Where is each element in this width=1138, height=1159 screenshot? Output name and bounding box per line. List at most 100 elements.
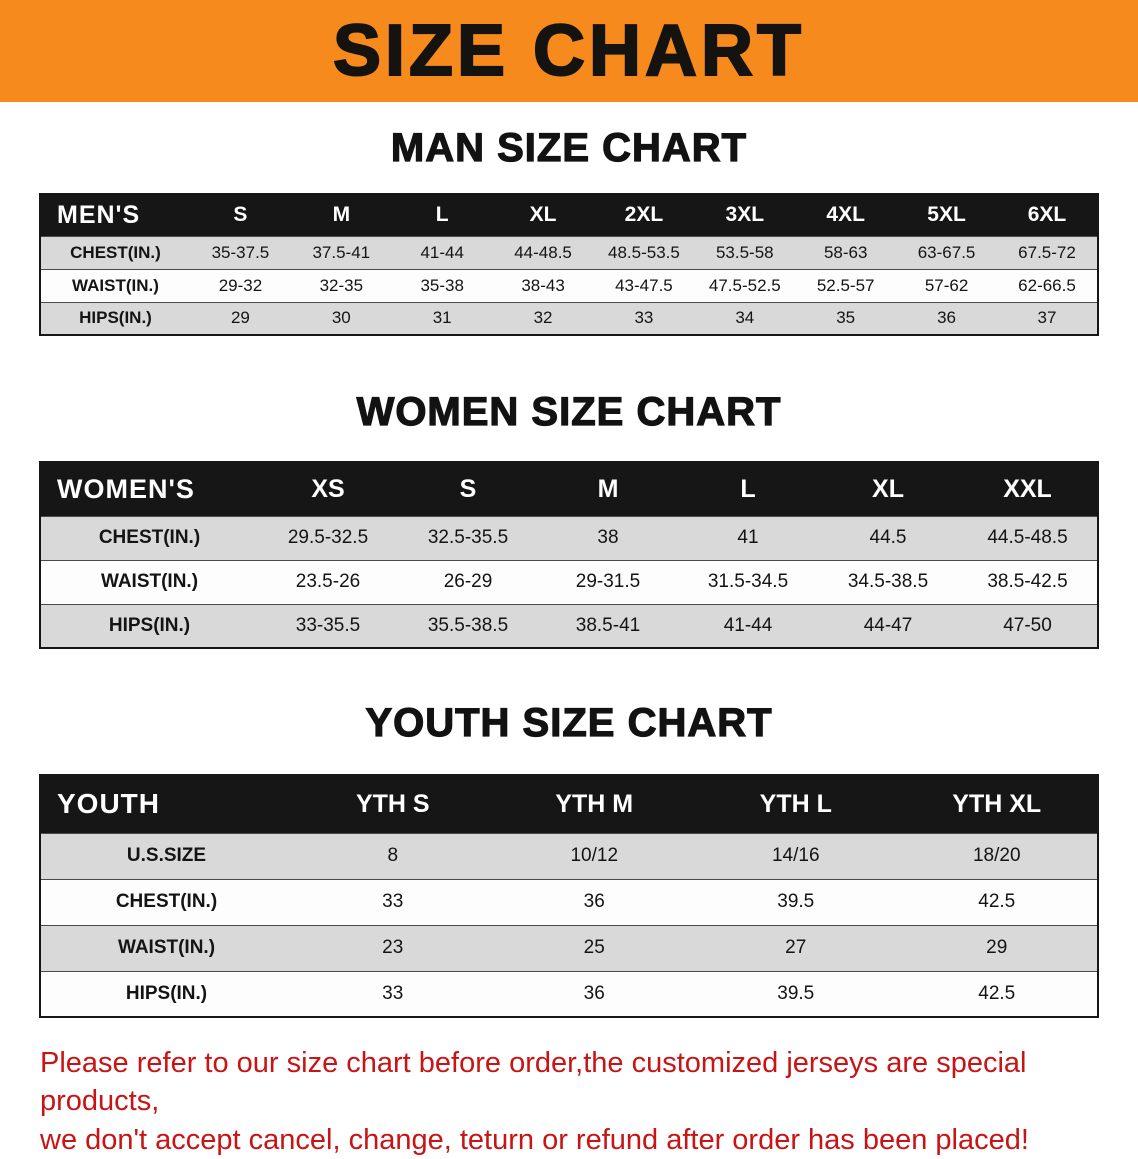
men-size-header-cell: S <box>190 194 291 236</box>
youth-table-row: WAIST(IN.) 23 25 27 29 <box>40 925 1098 971</box>
men-value-cell: 62-66.5 <box>1018 275 1076 295</box>
disclaimer: Please refer to our size chart before or… <box>40 1044 1100 1159</box>
youth-size-header-cell: YTH M <box>493 775 695 833</box>
men-section-heading: MAN SIZE CHART <box>390 125 748 170</box>
men-value-cell: 29-32 <box>218 275 263 295</box>
men-value-cell: 36 <box>937 308 957 328</box>
youth-table-body: U.S.SIZE 8 10/12 14/16 18/20 CHEST(IN.) 33 36 39… <box>40 833 1098 1017</box>
men-header-row: MEN'S S M L XL 2XL 3XL 4XL 5XL 6XL <box>40 194 1098 236</box>
men-table-row: WAIST(IN.) 29-32 32-35 35-38 38-43 43-47.5 47.… <box>40 269 1098 302</box>
women-section-heading: WOMEN SIZE CHART <box>356 389 782 434</box>
youth-value-cell: 33 <box>382 891 404 912</box>
youth-value-cell: 10/12 <box>570 845 619 866</box>
men-value-cell: 31 <box>432 308 452 328</box>
women-table-row: HIPS(IN.) 33-35.5 35.5-38.5 38.5-41 41-44 44-… <box>40 604 1098 648</box>
men-size-header-cell: 6XL <box>997 194 1098 236</box>
men-value-cell: 53.5-58 <box>715 242 774 262</box>
men-section: MAN SIZE CHART MEN'S S M L XL 2XL 3XL 4XL 5XL 6XL… <box>0 125 1138 336</box>
women-value-cell: 44.5-48.5 <box>987 527 1068 548</box>
men-size-header-cell: M <box>290 194 392 236</box>
women-size-table: WOMEN'S XS S M L XL XXL CHEST(IN.) 29.5-32.5 32.… <box>39 461 1099 649</box>
women-table-title-cell: WOMEN'S <box>40 462 258 516</box>
youth-value-cell: 36 <box>583 982 605 1004</box>
men-table-row: CHEST(IN.) 35-37.5 37.5-41 41-44 44-48.5 48.5… <box>40 236 1098 269</box>
youth-value-cell: 33 <box>382 982 404 1004</box>
women-size-header-cell: XS <box>258 462 398 516</box>
women-value-cell: 31.5-34.5 <box>707 571 789 592</box>
youth-table-row: HIPS(IN.) 33 36 39.5 42.5 <box>40 971 1098 1017</box>
youth-value-cell: 14/16 <box>771 845 820 866</box>
women-value-cell: 41-44 <box>723 614 773 636</box>
men-size-table: MEN'S S M L XL 2XL 3XL 4XL 5XL 6XL CHEST(IN.) 35-3… <box>39 193 1099 336</box>
women-value-cell: 38 <box>597 527 619 548</box>
youth-section-heading: YOUTH SIZE CHART <box>365 700 773 745</box>
men-row-label: CHEST(IN.) <box>70 242 161 262</box>
women-size-header-cell: L <box>678 462 818 516</box>
women-value-cell: 41 <box>737 527 759 548</box>
women-value-cell: 47-50 <box>1003 614 1052 636</box>
men-row-label: WAIST(IN.) <box>72 275 159 295</box>
women-value-cell: 38.5-41 <box>575 614 641 636</box>
men-value-cell: 29 <box>230 308 250 328</box>
women-section: WOMEN SIZE CHART WOMEN'S XS S M L XL XXL CHEST… <box>0 389 1138 649</box>
youth-value-cell: 39.5 <box>777 982 815 1004</box>
women-table-row: CHEST(IN.) 29.5-32.5 32.5-35.5 38 41 44.5 44.5… <box>40 516 1098 560</box>
women-value-cell: 33-35.5 <box>295 614 361 636</box>
youth-section: YOUTH SIZE CHART YOUTH YTH S YTH M YTH L YTH… <box>0 700 1138 1018</box>
men-value-cell: 37 <box>1037 308 1057 328</box>
men-value-cell: 30 <box>331 308 351 328</box>
women-table-row: WAIST(IN.) 23.5-26 26-29 29-31.5 31.5-34.5 34… <box>40 560 1098 604</box>
youth-table-row: U.S.SIZE 8 10/12 14/16 18/20 <box>40 833 1098 879</box>
men-value-cell: 67.5-72 <box>1018 242 1076 262</box>
youth-value-cell: 29 <box>986 937 1008 958</box>
women-value-cell: 32.5-35.5 <box>427 527 509 548</box>
men-value-cell: 35-38 <box>420 275 464 295</box>
women-value-cell: 26-29 <box>443 571 493 592</box>
men-value-cell: 43-47.5 <box>615 275 673 295</box>
youth-size-table: YOUTH YTH S YTH M YTH L YTH XL U.S.SIZE 8 10/1… <box>39 774 1099 1018</box>
men-row-label: HIPS(IN.) <box>79 308 152 328</box>
women-row-label: HIPS(IN.) <box>108 614 191 636</box>
women-value-cell: 23.5-26 <box>295 571 361 592</box>
men-value-cell: 52.5-57 <box>816 275 875 295</box>
men-value-cell: 35-37.5 <box>211 242 270 262</box>
men-value-cell: 37.5-41 <box>312 242 371 262</box>
women-row-label: CHEST(IN.) <box>98 527 201 548</box>
youth-value-cell: 23 <box>382 937 404 958</box>
women-size-header-cell: M <box>538 462 678 516</box>
women-value-cell: 29-31.5 <box>575 571 641 592</box>
women-size-header-cell: XXL <box>958 462 1098 516</box>
men-size-header-cell: 4XL <box>795 194 897 236</box>
men-value-cell: 33 <box>634 308 654 328</box>
youth-table-row: CHEST(IN.) 33 36 39.5 42.5 <box>40 879 1098 925</box>
youth-row-label: CHEST(IN.) <box>115 891 218 912</box>
men-value-cell: 57-62 <box>924 275 969 295</box>
youth-table-title-cell: YOUTH <box>40 775 292 833</box>
youth-size-header-cell: YTH L <box>695 775 897 833</box>
women-table-body: CHEST(IN.) 29.5-32.5 32.5-35.5 38 41 44.5 44.5… <box>40 516 1098 648</box>
men-value-cell: 32-35 <box>319 275 364 295</box>
youth-row-label: WAIST(IN.) <box>117 937 216 958</box>
banner-title: SIZE CHART <box>332 10 805 92</box>
men-value-cell: 47.5-52.5 <box>708 275 781 295</box>
men-size-header-cell: 3XL <box>694 194 796 236</box>
youth-value-cell: 42.5 <box>978 982 1016 1004</box>
youth-row-label: U.S.SIZE <box>126 845 207 866</box>
women-value-cell: 38.5-42.5 <box>987 571 1068 592</box>
youth-value-cell: 25 <box>583 937 605 958</box>
men-value-cell: 38-43 <box>521 275 565 295</box>
men-size-header-cell: L <box>391 194 493 236</box>
women-size-header-cell: S <box>398 462 538 516</box>
youth-header-row: YOUTH YTH S YTH M YTH L YTH XL <box>40 775 1098 833</box>
men-size-header-cell: 2XL <box>593 194 695 236</box>
men-table-title-cell: MEN'S <box>40 194 190 236</box>
women-value-cell: 44-47 <box>863 614 913 636</box>
disclaimer-line-2: we don't accept cancel, change, teturn o… <box>40 1123 1029 1156</box>
men-size-header-cell: 5XL <box>896 194 997 236</box>
women-header-row: WOMEN'S XS S M L XL XXL <box>40 462 1098 516</box>
men-value-cell: 58-63 <box>823 242 868 262</box>
men-table-body: CHEST(IN.) 35-37.5 37.5-41 41-44 44-48.5 48.5… <box>40 236 1098 335</box>
youth-value-cell: 42.5 <box>978 891 1016 912</box>
men-value-cell: 63-67.5 <box>917 242 976 262</box>
